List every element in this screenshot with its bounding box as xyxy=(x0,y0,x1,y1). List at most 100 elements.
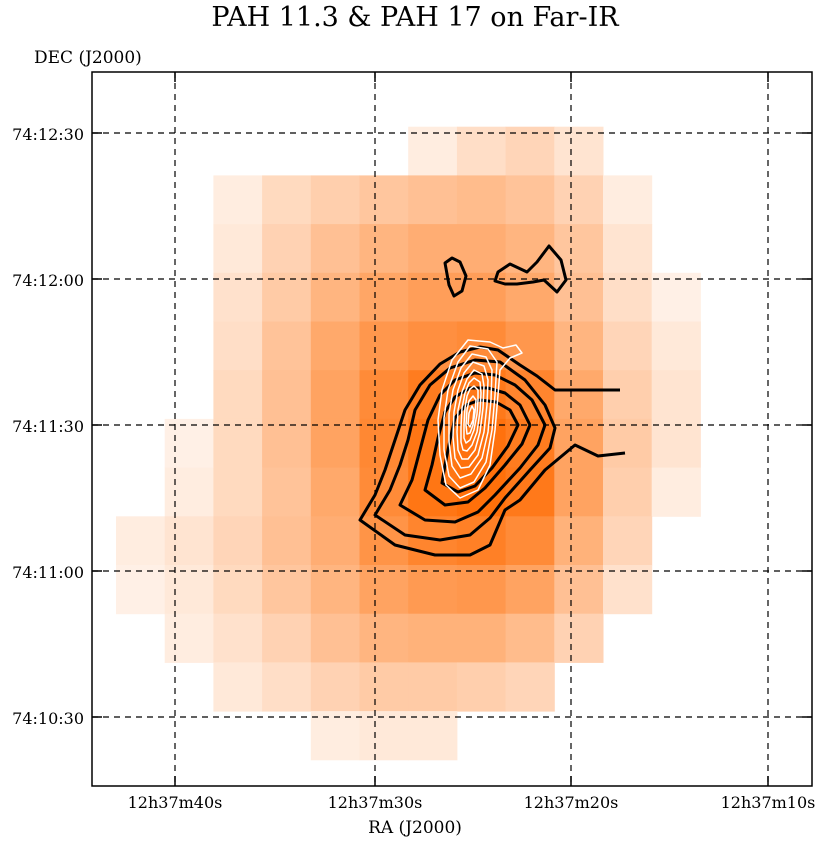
x-tick-label: 12h37m40s xyxy=(128,793,223,812)
heatmap-cell xyxy=(603,516,653,566)
heatmap-cell xyxy=(164,418,214,469)
contour-white-8 xyxy=(465,395,477,435)
x-axis-label: RA (J2000) xyxy=(368,818,462,838)
heatmap-cell xyxy=(213,613,263,663)
heatmap-cell xyxy=(651,467,701,517)
heatmap-cell xyxy=(603,565,653,615)
contour-white-7 xyxy=(463,385,479,444)
plot-frame xyxy=(91,71,813,787)
heatmap-cell xyxy=(456,224,507,274)
heatmap-cell xyxy=(310,662,360,712)
heatmap-cell xyxy=(213,565,263,615)
heatmap-cell xyxy=(262,418,312,469)
heatmap-cell xyxy=(505,516,555,566)
heatmap-cell xyxy=(554,321,604,371)
heatmap-cell xyxy=(554,467,604,517)
heatmap-cell xyxy=(554,370,604,420)
heatmap-cell xyxy=(164,516,214,566)
heatmap-cell xyxy=(603,224,653,274)
heatmap-cell xyxy=(359,321,409,371)
heatmap-cell xyxy=(164,613,214,663)
heatmap-cell xyxy=(359,175,409,225)
x-tick-label: 12h37m20s xyxy=(524,793,619,812)
contour-white-4 xyxy=(452,361,489,469)
heatmap-cell xyxy=(359,224,409,274)
heatmap-cell xyxy=(456,175,507,225)
heatmap-cell xyxy=(262,467,312,517)
heatmap-cell xyxy=(262,565,312,615)
heatmap-cell xyxy=(213,662,263,712)
heatmap-cell xyxy=(213,175,263,225)
pah17-contours xyxy=(437,339,523,499)
heatmap-cell xyxy=(408,175,458,225)
x-tick-label: 12h37m10s xyxy=(721,793,816,812)
heatmap-cell xyxy=(408,321,458,371)
heatmap-cell xyxy=(554,272,604,322)
heatmap-cell xyxy=(505,272,555,322)
heatmap-cell xyxy=(262,321,312,371)
heatmap-cell xyxy=(505,175,555,225)
heatmap-cell xyxy=(262,370,312,420)
heatmap-cell xyxy=(164,467,214,517)
contour-black-6 xyxy=(423,386,532,507)
contour-black-7 xyxy=(440,398,520,494)
heatmap-cell xyxy=(262,662,312,712)
heatmap-cell xyxy=(408,516,458,566)
heatmap-cell xyxy=(164,565,214,615)
heatmap-cell xyxy=(213,224,263,274)
heatmap-cell xyxy=(554,126,604,176)
heatmap-cell xyxy=(359,370,409,420)
grid-lines xyxy=(92,72,812,786)
heatmap-cell xyxy=(116,565,166,615)
y-tick-label: 74:11:30 xyxy=(12,417,84,436)
contour-black-1 xyxy=(443,256,468,298)
heatmap-cell xyxy=(359,662,409,712)
heatmap-cell xyxy=(213,321,263,371)
heatmap-cell xyxy=(456,613,507,663)
y-tick-label: 74:11:00 xyxy=(12,563,84,582)
heatmap-cell xyxy=(310,321,360,371)
heatmap-cell xyxy=(603,418,653,469)
heatmap-cell xyxy=(213,370,263,420)
heatmap-cell xyxy=(310,467,360,517)
heatmap-cell xyxy=(408,126,458,176)
heatmap-cell xyxy=(505,126,555,176)
heatmap-cell xyxy=(359,711,409,761)
heatmap-cell xyxy=(408,662,458,712)
heatmap-cell xyxy=(554,613,604,663)
heatmap-cell xyxy=(408,711,458,761)
heatmap-cell xyxy=(505,662,555,712)
heatmap-cell xyxy=(359,613,409,663)
y-tick-label: 74:10:30 xyxy=(12,709,84,728)
contour-black-5 xyxy=(398,371,547,524)
heatmap-cell xyxy=(310,175,360,225)
heatmap-cell xyxy=(213,467,263,517)
heatmap-cell xyxy=(603,467,653,517)
heatmap-cell xyxy=(554,565,604,615)
heatmap-cell xyxy=(456,662,507,712)
contour-white-2 xyxy=(443,345,498,489)
heatmap-cell xyxy=(262,175,312,225)
heatmap-cell xyxy=(554,418,604,469)
contour-black-4 xyxy=(373,358,557,542)
heatmap-cell xyxy=(213,272,263,322)
heatmap-cell xyxy=(408,467,458,517)
heatmap-cells xyxy=(116,126,701,761)
heatmap-cell xyxy=(603,272,653,322)
heatmap-cell xyxy=(651,272,701,322)
heatmap-cell xyxy=(262,224,312,274)
heatmap-cell xyxy=(408,272,458,322)
heatmap-cell xyxy=(456,565,507,615)
y-tick-label: 74:12:00 xyxy=(12,271,84,290)
heatmap-cell xyxy=(310,613,360,663)
heatmap-cell xyxy=(116,516,166,566)
heatmap-cell xyxy=(310,370,360,420)
contour-black-3 xyxy=(358,345,626,557)
y-tick-label: 74:12:30 xyxy=(12,125,84,144)
heatmap-cell xyxy=(310,418,360,469)
contour-white-9 xyxy=(467,405,475,428)
y-axis-label: DEC (J2000) xyxy=(34,48,142,68)
axis-ticks xyxy=(92,72,812,786)
heatmap-cell xyxy=(554,516,604,566)
